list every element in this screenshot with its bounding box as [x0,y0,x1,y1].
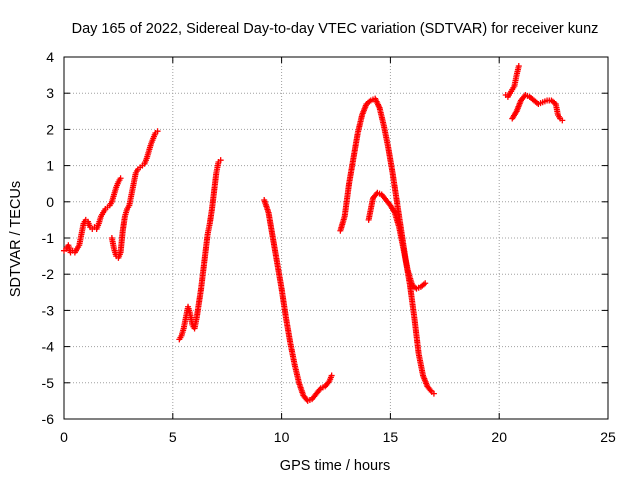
y-tick-label: 4 [46,49,54,65]
data-point [117,175,124,182]
data-point [422,280,429,287]
grid-layer [64,57,608,419]
x-tick-label: 15 [383,429,399,445]
data-point [515,63,522,70]
x-tick-label: 0 [60,429,68,445]
x-axis-title: GPS time / hours [280,458,390,474]
chart-title: Day 165 of 2022, Sidereal Day-to-day VTE… [72,21,599,37]
y-tick-label: -5 [42,375,55,391]
x-tick-label: 25 [600,429,616,445]
y-tick-label: -4 [42,339,55,355]
x-tick-label: 5 [169,429,177,445]
y-tick-label: 0 [46,194,54,210]
data-point [217,157,224,164]
data-point [430,390,437,397]
y-tick-label: 2 [46,121,54,137]
points-layer [61,63,566,404]
y-tick-label: 1 [46,158,54,174]
y-tick-label: -1 [42,230,55,246]
y-tick-label: -6 [42,411,55,427]
data-point [328,372,335,379]
data-point [559,117,566,124]
y-axis-title: SDTVAR / TECUs [8,181,24,297]
tick-layer: 0 5 10 15 20 25 -6 -5 -4 -3 -2 -1 0 1 2 3 4 [42,49,616,445]
y-tick-label: -2 [42,266,55,282]
x-tick-label: 20 [491,429,507,445]
x-tick-label: 10 [274,429,290,445]
y-tick-label: -3 [42,302,55,318]
y-tick-label: 3 [46,85,54,101]
data-point [154,128,161,135]
